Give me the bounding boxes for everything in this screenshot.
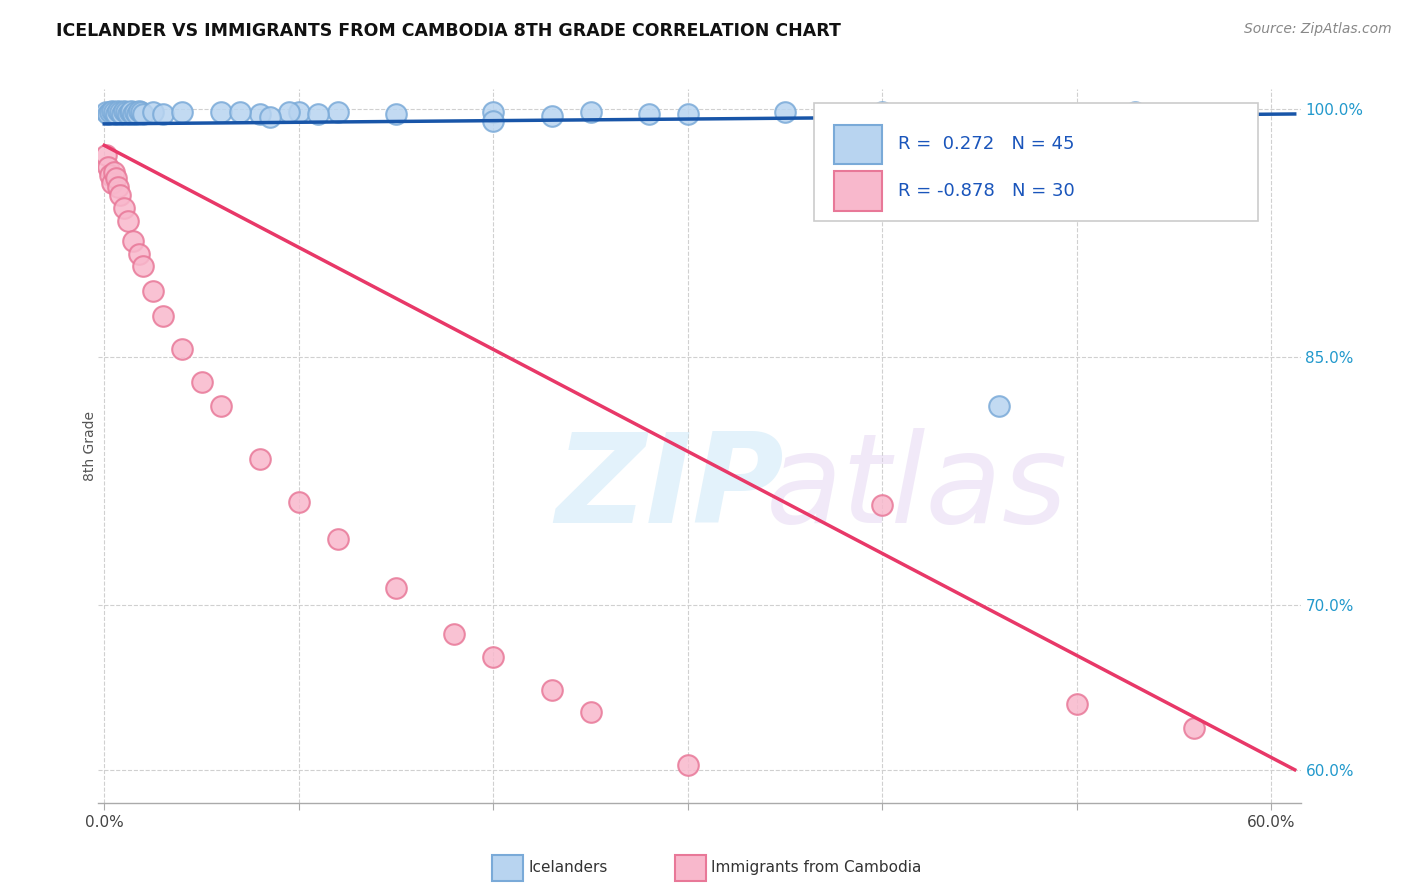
Point xyxy=(152,309,174,323)
Point xyxy=(170,105,193,120)
Point xyxy=(676,757,699,772)
Point xyxy=(108,105,131,120)
Point xyxy=(1182,722,1205,736)
Point xyxy=(288,495,311,509)
Point xyxy=(122,234,145,248)
Point xyxy=(124,105,146,120)
FancyBboxPatch shape xyxy=(834,171,882,211)
Point xyxy=(190,375,212,389)
Text: Source: ZipAtlas.com: Source: ZipAtlas.com xyxy=(1244,22,1392,37)
Point xyxy=(104,171,127,186)
Point xyxy=(385,107,408,121)
Point xyxy=(307,107,329,121)
Point xyxy=(249,107,271,121)
Point xyxy=(676,107,699,121)
Point xyxy=(103,105,125,120)
Point xyxy=(638,107,661,121)
Point xyxy=(142,284,165,298)
Point xyxy=(101,103,124,118)
Point xyxy=(326,532,349,546)
Point xyxy=(773,105,796,120)
Point xyxy=(96,148,118,162)
Point xyxy=(108,188,131,202)
Point xyxy=(443,627,465,641)
Point xyxy=(97,107,120,121)
Point xyxy=(540,683,562,698)
Point xyxy=(229,105,252,120)
Text: R = -0.878   N = 30: R = -0.878 N = 30 xyxy=(898,182,1074,200)
Point xyxy=(326,105,349,120)
Point xyxy=(118,105,141,120)
Point xyxy=(152,107,174,121)
Text: atlas: atlas xyxy=(766,428,1067,549)
Point xyxy=(259,110,281,124)
Point xyxy=(482,113,505,128)
Point xyxy=(121,103,143,118)
Point xyxy=(385,581,408,595)
Point xyxy=(96,105,118,120)
Point xyxy=(132,107,155,121)
Point xyxy=(104,107,127,121)
Point xyxy=(97,160,120,174)
Point xyxy=(112,103,135,118)
Point xyxy=(988,400,1011,414)
Point xyxy=(122,107,145,121)
Point xyxy=(98,168,121,182)
Point xyxy=(288,105,311,120)
Point xyxy=(1153,107,1175,121)
Point xyxy=(249,452,271,467)
Point xyxy=(482,105,505,120)
Point xyxy=(107,103,129,118)
Point xyxy=(969,107,991,121)
Point xyxy=(482,650,505,665)
Text: R =  0.272   N = 45: R = 0.272 N = 45 xyxy=(898,136,1074,153)
Point xyxy=(128,247,150,261)
Point xyxy=(132,259,155,273)
Point xyxy=(142,105,165,120)
Point xyxy=(209,105,232,120)
Point xyxy=(872,499,894,513)
Point xyxy=(103,165,125,179)
Text: ZIP: ZIP xyxy=(555,428,785,549)
Point xyxy=(127,107,149,121)
Point xyxy=(112,201,135,215)
Point xyxy=(98,105,121,120)
Point xyxy=(579,105,602,120)
Point xyxy=(114,105,136,120)
Point xyxy=(1123,105,1146,120)
Text: Immigrants from Cambodia: Immigrants from Cambodia xyxy=(711,861,922,875)
Text: ICELANDER VS IMMIGRANTS FROM CAMBODIA 8TH GRADE CORRELATION CHART: ICELANDER VS IMMIGRANTS FROM CAMBODIA 8T… xyxy=(56,22,841,40)
Point xyxy=(117,214,139,228)
Y-axis label: 8th Grade: 8th Grade xyxy=(83,411,97,481)
Point xyxy=(1066,697,1088,711)
Point xyxy=(872,105,894,120)
FancyBboxPatch shape xyxy=(834,125,882,164)
Point xyxy=(117,107,139,121)
Point xyxy=(129,105,152,120)
Text: Icelanders: Icelanders xyxy=(529,861,607,875)
Point xyxy=(170,342,193,356)
FancyBboxPatch shape xyxy=(814,103,1258,221)
Point xyxy=(540,109,562,123)
Point xyxy=(107,179,129,194)
Point xyxy=(111,107,134,121)
Point xyxy=(1066,107,1088,121)
Point xyxy=(128,103,150,118)
Point xyxy=(579,705,602,719)
Point xyxy=(209,400,232,414)
Point xyxy=(278,105,301,120)
Point xyxy=(101,177,124,191)
